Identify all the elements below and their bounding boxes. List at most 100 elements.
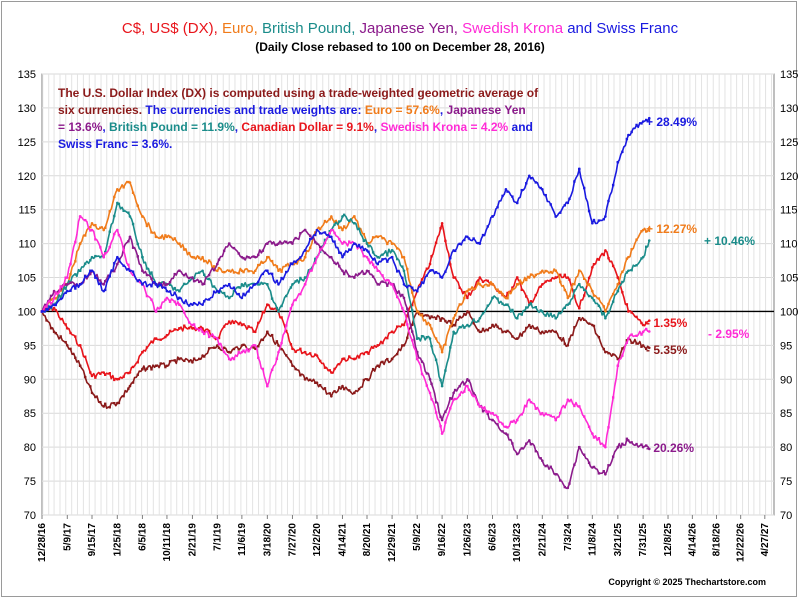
series-point [127,263,130,267]
series-point [425,336,429,339]
data-point [647,330,651,333]
series-point [563,406,566,409]
series-point [108,245,111,249]
series-point [348,355,351,358]
data-point [227,242,231,245]
data-point [266,384,269,388]
series-point [401,256,404,259]
series-point [222,270,226,274]
series-point [529,273,533,276]
series-point [539,412,542,416]
series-point [635,315,638,319]
series-point [84,375,87,379]
series-point [64,283,67,286]
data-point [452,391,455,395]
series-point [506,303,509,306]
series-point [568,302,571,305]
data-point [341,384,344,388]
series-point [420,281,424,284]
data-point [303,283,307,286]
data-point [353,242,356,245]
series-point [635,442,638,446]
series-point [597,335,601,339]
series-point [299,347,302,351]
data-point [428,262,432,266]
data-point [291,242,294,245]
data-point [616,364,620,368]
data-point [515,276,519,279]
series-point [644,444,648,447]
series-point [222,325,226,328]
data-point [647,346,651,350]
y-tick-label-right: 95 [780,340,792,352]
series-point [539,309,542,312]
data-point [277,350,280,354]
y-tick-label-right: 115 [780,205,798,217]
series-point [568,338,571,341]
data-point [277,344,280,347]
series-point [529,443,533,446]
data-point [515,283,519,286]
series-point [212,268,216,272]
data-point [102,228,106,232]
y-tick-label-right: 125 [780,137,798,149]
y-tick-label-right: 90 [780,374,792,386]
end-label: + 10.46% [704,234,755,248]
series-point [203,330,206,333]
series-point [463,290,466,294]
series-point [367,241,370,245]
data-point [491,418,494,422]
series-point [568,482,571,485]
series-point [232,286,236,289]
series-point [69,281,72,285]
data-point [390,242,394,245]
series-point [386,242,389,246]
series-point [289,307,293,310]
series-point [212,346,216,349]
series-point [381,253,384,256]
data-point [440,316,444,320]
series-point [625,339,629,342]
series-point [89,269,92,272]
series-point [104,279,107,283]
series-point [183,301,186,305]
series-point [257,263,260,267]
data-point [365,269,369,273]
series-point [559,336,562,340]
data-point [554,269,558,273]
data-point [141,215,144,218]
data-point [52,303,56,306]
series-point [430,398,433,401]
data-point [415,310,419,313]
data-point [128,269,132,273]
data-point [541,269,544,273]
series-point [463,238,466,242]
series-point [117,401,121,405]
series-point [472,287,475,291]
series-point [395,352,399,356]
data-point [604,445,607,449]
data-point [116,201,119,205]
data-point [554,330,558,334]
series-point [453,397,457,401]
series-point [222,284,226,288]
series-point [592,299,596,302]
data-point [116,262,119,266]
series-point [145,284,149,288]
series-point [328,232,331,235]
series-point [506,297,509,300]
series-point [217,258,221,261]
series-point [323,241,327,245]
series-point [520,334,523,337]
data-point [440,432,444,435]
series-point [481,410,485,413]
x-tick-label: 5/9/17 [62,523,73,551]
series-point [644,230,648,233]
series-point [187,304,191,307]
series-point [520,282,523,285]
series-point [511,288,514,291]
series-point [84,234,87,237]
series-point [411,291,414,294]
series-point [529,300,533,303]
series-point [549,414,552,417]
